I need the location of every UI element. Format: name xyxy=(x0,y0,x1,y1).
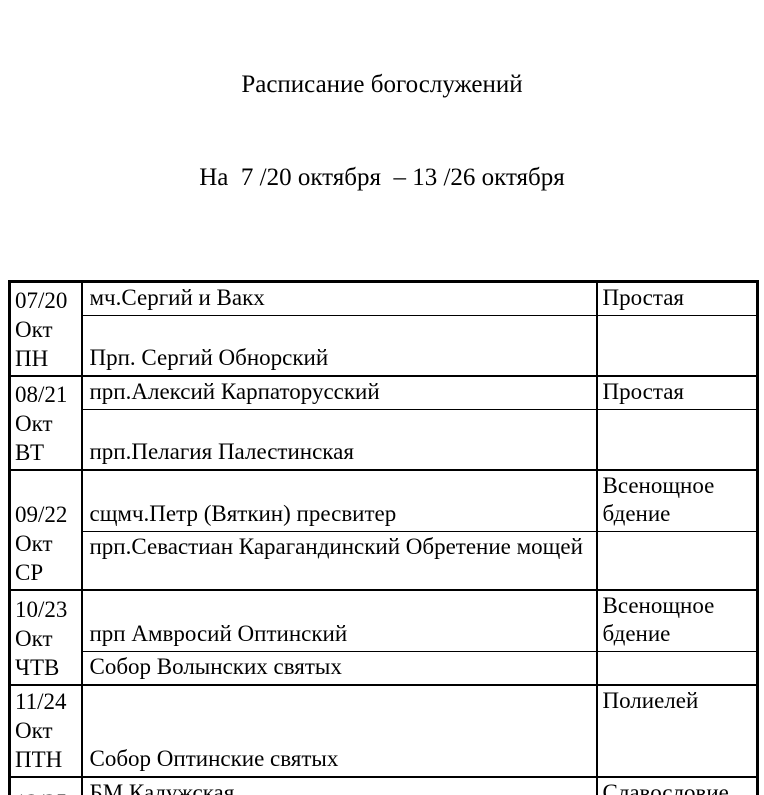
date-label: 11/24 xyxy=(15,688,67,714)
weekday-label: ВТ xyxy=(15,440,45,465)
type-cell xyxy=(595,650,759,685)
type-cell: Славословие xyxy=(595,776,759,795)
weekday-label: ПТН xyxy=(15,746,63,772)
weekday-label: ЧТВ xyxy=(15,654,60,680)
month-label: Окт xyxy=(15,316,53,342)
weekday-label: СР xyxy=(15,559,44,585)
month-label: Окт xyxy=(15,625,53,651)
table-row: Собор Волынских святых xyxy=(10,650,759,685)
service-cell: прп Амвросий Оптинский xyxy=(80,589,598,652)
day-block: 10/23 Окт ЧТВ прп Амвросий Оптинский Все… xyxy=(8,589,759,685)
type-cell: Полиелей xyxy=(595,684,759,777)
type-cell: Простая xyxy=(595,281,759,316)
type-cell: Простая xyxy=(595,375,759,410)
date-label: 07/20 xyxy=(15,287,68,313)
page-subtitle: На 7 /20 октября – 13 /26 октября xyxy=(199,164,565,191)
day-block: 09/22 Окт СР сщмч.Петр (Вяткин) пресвите… xyxy=(8,469,759,590)
table-row: прп.Пелагия Палестинская xyxy=(10,408,759,471)
table-row: 09/22 Окт СР сщмч.Петр (Вяткин) пресвите… xyxy=(8,469,759,590)
service-cell: прп.Севастиан Карагандинский Обретение м… xyxy=(80,531,598,590)
date-cell: 08/21 Окт ВТ xyxy=(8,375,83,471)
day-block: 12/25 Окт СББ БМ Калужская Славословие с… xyxy=(8,776,759,795)
weekday-label: ПН xyxy=(15,345,49,371)
service-cell: сщмч.Петр (Вяткин) пресвитер xyxy=(80,469,598,532)
service-cell: прп.Алексий Карпаторусский xyxy=(80,375,598,410)
table-row: 10/23 Окт ЧТВ прп Амвросий Оптинский Все… xyxy=(8,589,759,685)
type-cell xyxy=(595,315,759,376)
service-cell: Собор Волынских святых xyxy=(80,650,598,685)
day-block: 07/20 Окт ПН мч.Сергий и Вакх Простая Пр… xyxy=(8,281,759,376)
day-block: 08/21 Окт ВТ прп.Алексий Карпаторусский … xyxy=(8,375,759,471)
service-cell: БМ Калужская xyxy=(80,776,598,795)
service-cell: Прп. Сергий Обнорский xyxy=(80,315,598,376)
date-cell: 10/23 Окт ЧТВ xyxy=(8,589,83,685)
table-row: Прп. Сергий Обнорский xyxy=(10,315,759,376)
date-cell: 11/24 Окт ПТН xyxy=(8,684,83,777)
type-cell xyxy=(595,408,759,471)
table-row: 11/24 Окт ПТН Собор Оптинские святых Пол… xyxy=(8,684,759,777)
type-cell xyxy=(595,531,759,590)
service-cell: мч.Сергий и Вакх xyxy=(80,281,598,316)
date-cell: 07/20 Окт ПН xyxy=(8,281,83,376)
date-label: 08/21 xyxy=(15,382,68,407)
date-cell: 12/25 Окт СББ xyxy=(8,776,83,795)
month-label: Окт xyxy=(15,717,53,743)
date-label: 09/22 xyxy=(15,501,68,527)
month-label: Окт xyxy=(15,411,53,436)
table-row: прп.Севастиан Карагандинский Обретение м… xyxy=(10,531,759,590)
document-header: Расписание богослужений На 7 /20 октября… xyxy=(0,7,764,255)
page-title: Расписание богослужений xyxy=(241,71,523,98)
table-row: 12/25 Окт СББ БМ Калужская Славословие xyxy=(8,776,759,795)
type-cell: Всенощное бдение xyxy=(595,469,759,532)
date-label: 10/23 xyxy=(15,596,68,622)
date-label: 12/25 xyxy=(15,788,77,795)
service-cell: Собор Оптинские святых xyxy=(80,684,598,777)
service-cell: прп.Пелагия Палестинская xyxy=(80,408,598,471)
schedule-table: 07/20 Окт ПН мч.Сергий и Вакх Простая Пр… xyxy=(8,280,759,795)
table-row: 08/21 Окт ВТ прп.Алексий Карпаторусский … xyxy=(8,375,759,471)
table-row: 07/20 Окт ПН мч.Сергий и Вакх Простая xyxy=(8,281,759,376)
day-block: 11/24 Окт ПТН Собор Оптинские святых Пол… xyxy=(8,684,759,777)
month-label: Окт xyxy=(15,530,53,556)
type-cell: Всенощное бдение xyxy=(595,589,759,652)
date-cell: 09/22 Окт СР xyxy=(8,469,83,590)
